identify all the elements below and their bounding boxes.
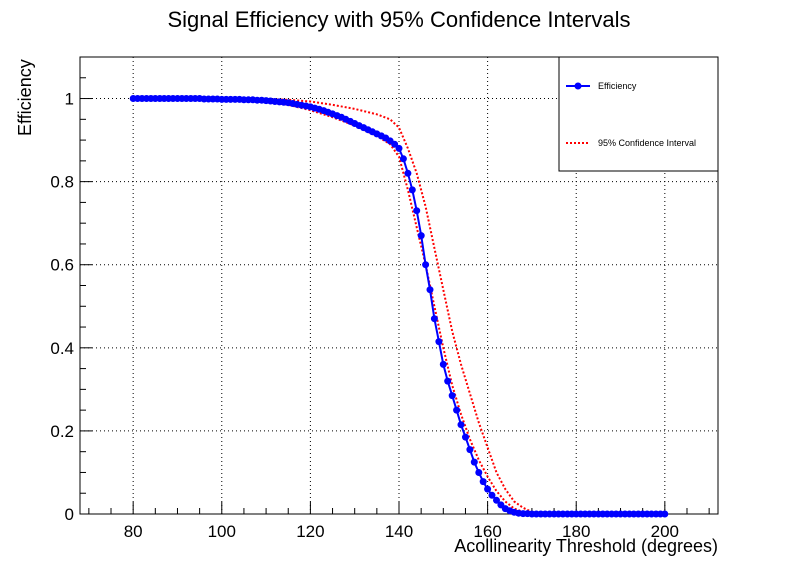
efficiency-point — [435, 338, 443, 346]
chart-title: Signal Efficiency with 95% Confidence In… — [167, 7, 630, 32]
axes: 80 100 120 140 160 180 200 0 0.2 0.4 0.6 0.8 1 — [50, 77, 710, 541]
y-tick-label: 0.8 — [50, 173, 74, 192]
x-tick-label: 80 — [124, 522, 143, 541]
efficiency-series — [129, 95, 669, 518]
efficiency-point — [462, 433, 469, 441]
efficiency-point — [426, 286, 434, 294]
y-tick-label: 0.6 — [50, 256, 74, 275]
x-tick-label: 200 — [651, 522, 679, 541]
efficiency-point — [413, 207, 421, 215]
x-axis-label: Acollinearity Threshold (degrees) — [454, 536, 718, 556]
x-tick-label: 100 — [208, 522, 236, 541]
legend-box — [558, 56, 719, 172]
efficiency-point — [395, 144, 403, 152]
efficiency-point — [448, 392, 456, 400]
efficiency-point — [493, 496, 500, 504]
legend-efficiency-label: Efficiency — [598, 81, 637, 91]
efficiency-point — [470, 458, 478, 466]
y-tick-label: 0 — [65, 505, 74, 524]
y-tick-label: 0.4 — [50, 339, 74, 358]
efficiency-point — [439, 360, 447, 368]
y-tick-label: 0.2 — [50, 422, 74, 441]
efficiency-point — [453, 406, 461, 414]
x-tick-label: 140 — [385, 522, 413, 541]
efficiency-point — [457, 421, 465, 429]
confidence-upper-line — [133, 97, 665, 515]
efficiency-point — [488, 491, 496, 499]
efficiency-point — [484, 485, 492, 493]
efficiency-point — [661, 510, 669, 518]
efficiency-point — [417, 232, 425, 240]
confidence-lower-line — [133, 98, 665, 515]
efficiency-point — [404, 169, 412, 177]
efficiency-point — [475, 469, 483, 476]
y-tick-label: 1 — [65, 90, 74, 109]
legend: Efficiency 95% Confidence Interval — [558, 56, 719, 172]
efficiency-point — [408, 186, 416, 194]
legend-confidence-label: 95% Confidence Interval — [598, 138, 696, 148]
y-axis-label: Efficiency — [15, 59, 35, 136]
x-tick-label: 180 — [562, 522, 590, 541]
x-tick-label: 160 — [473, 522, 501, 541]
efficiency-point — [444, 377, 452, 385]
efficiency-point — [466, 446, 474, 454]
x-tick-label: 120 — [296, 522, 324, 541]
efficiency-point — [430, 315, 438, 323]
efficiency-point — [399, 155, 407, 163]
efficiency-point — [422, 261, 430, 269]
confidence-band — [133, 97, 665, 515]
legend-efficiency-marker — [574, 82, 582, 90]
efficiency-point — [479, 478, 487, 486]
efficiency-point — [391, 140, 399, 148]
